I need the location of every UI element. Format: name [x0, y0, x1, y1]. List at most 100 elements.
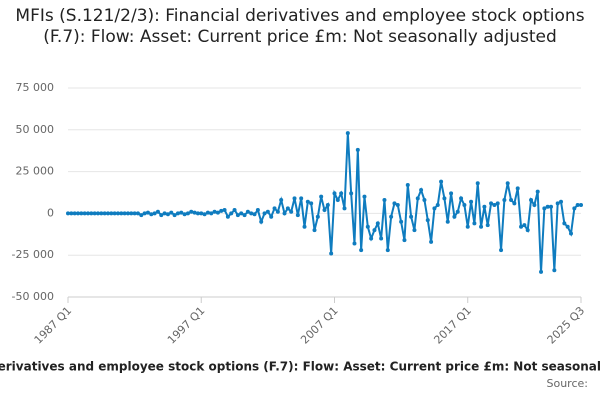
- point: [345, 131, 350, 136]
- point: [179, 210, 184, 215]
- point: [149, 212, 154, 217]
- point: [159, 213, 164, 218]
- point: [259, 219, 264, 224]
- legend-label: Financial derivatives and employee stock…: [0, 360, 600, 374]
- point: [485, 223, 490, 228]
- point: [192, 210, 197, 215]
- point: [122, 211, 127, 216]
- point: [515, 186, 520, 191]
- point: [172, 213, 177, 218]
- point: [379, 236, 384, 241]
- y-tick-label: 25 000: [16, 165, 55, 178]
- chart-title: MFIs (S.121/2/3): Financial derivatives …: [15, 6, 585, 47]
- point: [335, 198, 340, 203]
- source: Source:: [547, 377, 589, 390]
- point: [85, 211, 90, 216]
- point: [125, 211, 130, 216]
- point: [152, 211, 157, 216]
- point: [469, 199, 474, 204]
- point: [399, 219, 404, 224]
- x-tick-label: 2025 Q3: [545, 304, 588, 347]
- point: [519, 224, 524, 229]
- point: [339, 191, 344, 196]
- point: [512, 201, 517, 206]
- point: [502, 198, 507, 203]
- point: [272, 206, 277, 211]
- point: [349, 191, 354, 196]
- point: [109, 211, 114, 216]
- y-tick-label: -25 000: [12, 248, 54, 261]
- point: [82, 211, 87, 216]
- point: [505, 181, 510, 186]
- point: [455, 209, 460, 214]
- point: [529, 198, 534, 203]
- point: [329, 251, 334, 256]
- point: [575, 203, 580, 208]
- point: [555, 201, 560, 206]
- point: [72, 211, 77, 216]
- point: [385, 248, 390, 253]
- point: [322, 208, 327, 213]
- point: [145, 210, 150, 215]
- x-tick-label: 2007 Q1: [298, 304, 341, 347]
- point: [382, 198, 387, 203]
- point: [315, 214, 320, 219]
- point: [169, 210, 174, 215]
- point: [472, 221, 477, 226]
- point: [75, 211, 80, 216]
- point: [265, 209, 270, 214]
- point: [419, 187, 424, 192]
- point: [95, 211, 100, 216]
- y-tick-label: -50 000: [12, 290, 54, 303]
- point: [319, 194, 324, 199]
- y-tick-label: 50 000: [16, 123, 55, 136]
- point: [429, 239, 434, 244]
- point: [142, 211, 147, 216]
- point: [559, 199, 564, 204]
- point: [539, 269, 544, 274]
- point: [249, 211, 254, 216]
- point: [79, 211, 84, 216]
- point: [119, 211, 124, 216]
- point: [299, 196, 304, 201]
- x-tick-label: 1997 Q1: [165, 304, 208, 347]
- point: [129, 211, 134, 216]
- point: [222, 208, 227, 213]
- point: [452, 214, 457, 219]
- point: [325, 203, 330, 208]
- point: [449, 191, 454, 196]
- point: [439, 179, 444, 184]
- point: [355, 147, 360, 152]
- point: [535, 189, 540, 194]
- point: [442, 196, 447, 201]
- point: [362, 194, 367, 199]
- point: [182, 212, 187, 217]
- point: [155, 209, 160, 214]
- point: [302, 224, 307, 229]
- point: [509, 198, 514, 203]
- point: [462, 203, 467, 208]
- point: [465, 224, 470, 229]
- point: [255, 208, 260, 213]
- point: [389, 214, 394, 219]
- point: [579, 203, 583, 208]
- point: [252, 212, 257, 217]
- point: [66, 211, 70, 216]
- point: [475, 181, 480, 186]
- point: [175, 211, 180, 216]
- grid: [68, 87, 581, 298]
- point: [459, 196, 464, 201]
- point: [262, 211, 267, 216]
- point: [375, 221, 380, 226]
- point: [285, 206, 290, 211]
- point: [132, 211, 137, 216]
- point: [542, 206, 547, 211]
- point: [269, 214, 274, 219]
- point: [202, 212, 207, 217]
- point: [332, 191, 337, 196]
- point: [195, 211, 200, 216]
- point: [445, 219, 450, 224]
- point: [99, 211, 104, 216]
